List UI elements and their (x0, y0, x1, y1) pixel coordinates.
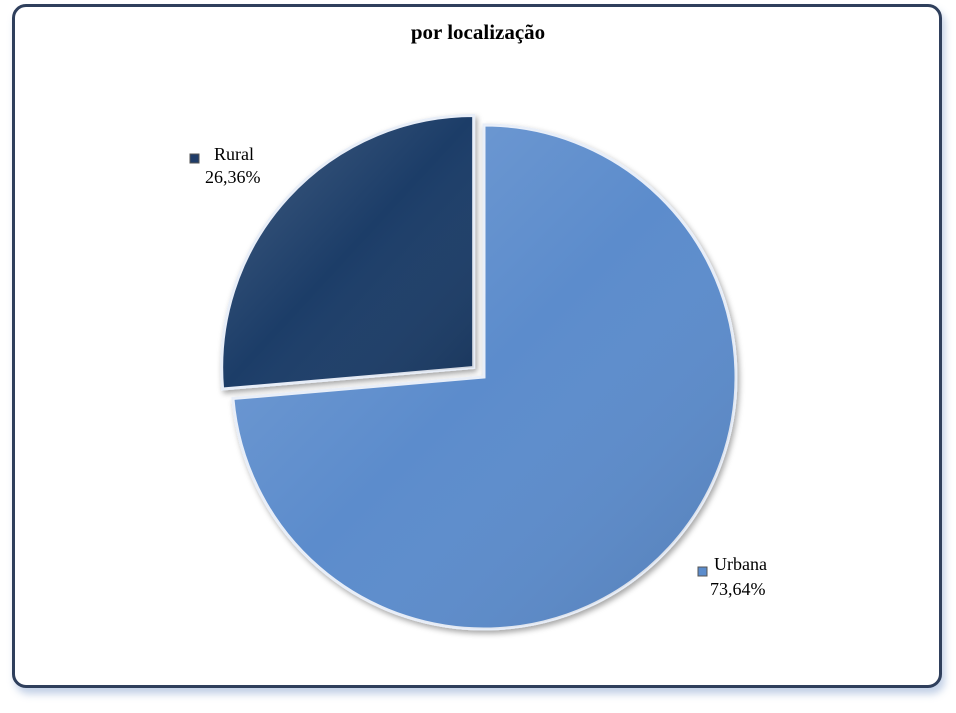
slice-label-rural: Rural (214, 144, 254, 164)
chart-title: por localização (410, 20, 546, 44)
legend-marker-urbana (697, 566, 708, 577)
legend-marker-rural (189, 153, 200, 164)
slice-label-urbana: Urbana (714, 554, 767, 574)
pie-slice-sheen-urbana (232, 125, 737, 629)
slice-value-rural: 26,36% (205, 167, 261, 187)
pie-slice-sheen-rural (221, 115, 474, 390)
slice-value-urbana: 73,64% (710, 579, 766, 599)
